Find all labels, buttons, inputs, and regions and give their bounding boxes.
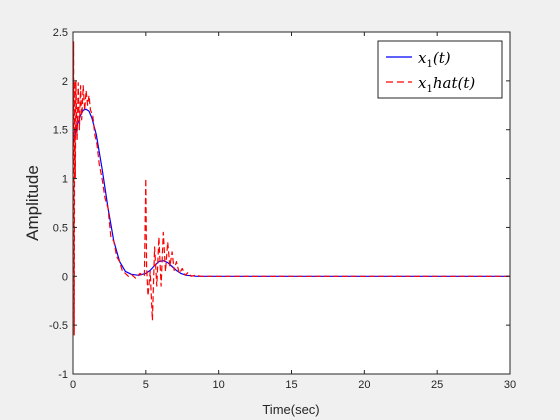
y-tick-label: -1 xyxy=(58,369,68,381)
x-tick-label: 25 xyxy=(431,379,443,391)
series-line-x1hat xyxy=(72,41,510,336)
y-tick-label: -0.5 xyxy=(49,320,68,332)
legend-box xyxy=(377,40,503,99)
series-layer xyxy=(72,41,510,336)
legend-x1-sub: 1 xyxy=(426,59,432,70)
legend-x1-base: x xyxy=(418,49,427,67)
tick-layer: 0 5 10 15 20 25 30 -1 -0.5 0 0.5 1 1.5 2 2.5 xyxy=(49,27,516,391)
y-tick-label: 1 xyxy=(62,174,68,186)
legend-x1hat-rest: hat(t) xyxy=(433,74,476,92)
x-tick-label: 15 xyxy=(285,379,297,391)
y-tick-label: 0.5 xyxy=(53,222,68,234)
legend-x1hat-sub: 1 xyxy=(426,84,432,95)
x-tick-label: 5 xyxy=(143,379,149,391)
x-axis-label: Time(sec) xyxy=(262,402,319,417)
legend-x1-rest: (t) xyxy=(433,49,451,67)
y-tick-label: 1.5 xyxy=(53,125,68,137)
legend-entry-x1hat: x1hat(t) xyxy=(418,74,475,95)
x-tick-label: 10 xyxy=(213,379,225,391)
legend: x1(t) x1hat(t) xyxy=(377,40,503,99)
x-tick-label: 30 xyxy=(504,379,516,391)
y-tick-label: 0 xyxy=(62,271,68,283)
legend-x1hat-base: x xyxy=(418,74,427,92)
x-tick-label: 0 xyxy=(70,379,76,391)
y-axis-label: Amplitude xyxy=(23,165,42,241)
y-tick-label: 2.5 xyxy=(53,27,68,39)
legend-entry-x1: x1(t) xyxy=(418,49,451,70)
y-tick-label: 2 xyxy=(62,76,68,88)
x-tick-label: 20 xyxy=(358,379,370,391)
